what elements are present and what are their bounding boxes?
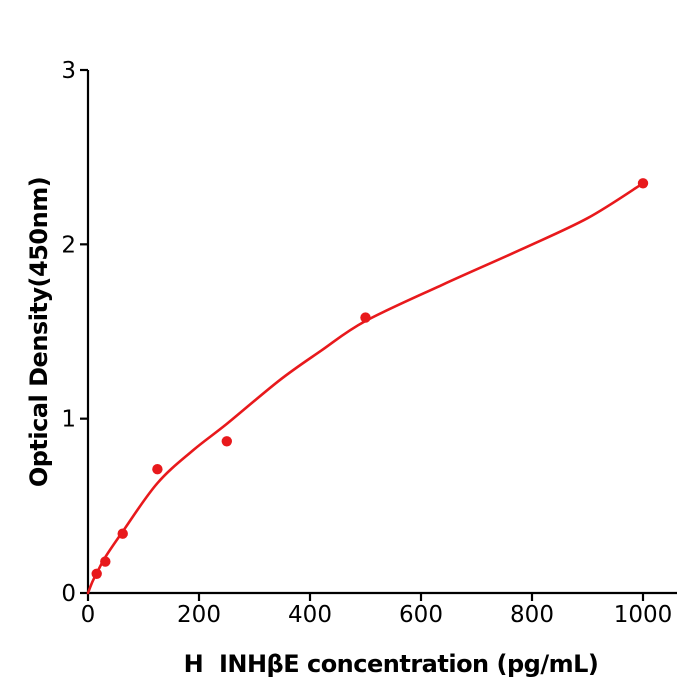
- fit-curve: [86, 182, 645, 595]
- x-axis-title: H INHβE concentration (pg/mL): [184, 650, 599, 678]
- data-point-marker: [100, 556, 111, 567]
- axes: [86, 70, 677, 595]
- data-point-marker: [91, 568, 102, 579]
- y-tick-label: 3: [61, 58, 76, 84]
- data-point-marker: [637, 178, 649, 189]
- x-tick-label: 600: [399, 602, 443, 628]
- y-tick-label: 0: [61, 581, 76, 607]
- x-tick-label: 0: [81, 602, 96, 628]
- x-tick-label: 200: [177, 602, 221, 628]
- x-tick-label: 800: [510, 602, 554, 628]
- data-point-marker: [152, 464, 163, 475]
- data-point-marker: [360, 312, 371, 323]
- y-tick-label: 1: [61, 407, 76, 433]
- x-axis-ticks: 0 200 400 600 800 1000: [81, 593, 673, 628]
- fit-curve-path: [86, 182, 645, 595]
- x-tick-label: 400: [288, 602, 332, 628]
- y-axis-title: Optical Density(450nm): [25, 177, 53, 487]
- data-points: [91, 178, 649, 579]
- y-axis-ticks: 0 1 2 3: [61, 58, 88, 607]
- data-point-marker: [221, 436, 232, 447]
- y-tick-label: 2: [61, 232, 76, 258]
- x-tick-label: 1000: [614, 602, 673, 628]
- data-point-marker: [117, 528, 128, 539]
